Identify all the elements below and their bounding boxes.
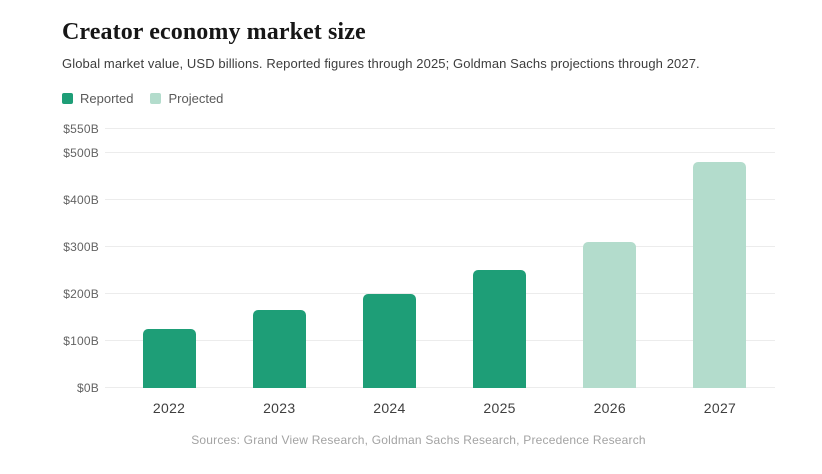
- legend-item-projected: Projected: [150, 91, 223, 106]
- bar-slot-2022: [114, 129, 224, 388]
- bar-2027-projected: [693, 161, 747, 388]
- y-tick-label-400: $400B: [63, 192, 99, 207]
- y-tick-label-100: $100B: [63, 333, 99, 348]
- x-axis-labels: 2022 2023 2024 2025 2026 2027: [114, 400, 775, 416]
- x-tick-label-2024: 2024: [373, 400, 406, 416]
- bar-slot-2025: [445, 129, 555, 388]
- gridline-550: [105, 128, 775, 129]
- bar-chart: $0B $100B $200B $300B $400B $500B $550B: [62, 122, 775, 395]
- x-tick-label-2026: 2026: [593, 400, 626, 416]
- page-title: Creator economy market size: [62, 19, 366, 45]
- legend-label-projected: Projected: [168, 91, 224, 106]
- y-tick-label-300: $300B: [63, 239, 99, 254]
- legend-swatch-reported: [62, 93, 73, 104]
- bar-slot-2024: [334, 129, 444, 388]
- legend-label-reported: Reported: [80, 91, 134, 106]
- y-tick-label-550: $550B: [63, 122, 99, 136]
- x-tick-label-2022: 2022: [152, 400, 186, 416]
- legend-swatch-projected: [150, 93, 162, 104]
- gridline-200: [105, 292, 775, 294]
- y-tick-label-0: $0B: [77, 381, 99, 395]
- gridline-400: [105, 198, 775, 200]
- gridline-0: [105, 387, 775, 388]
- gridline-500: [105, 151, 775, 153]
- bar-2025-reported: [473, 270, 527, 388]
- bar-2026-projected: [583, 242, 637, 388]
- y-tick-label-500: $500B: [63, 145, 99, 160]
- bar-slot-2026: [555, 129, 665, 388]
- x-tick-label-2025: 2025: [483, 400, 516, 416]
- gridline-300: [105, 245, 775, 247]
- x-tick-label-2023: 2023: [263, 400, 296, 416]
- bar-2023-reported: [252, 310, 306, 388]
- chart-legend: Reported Projected: [62, 91, 775, 106]
- x-tick-label-2027: 2027: [703, 400, 737, 416]
- y-tick-label-200: $200B: [63, 286, 99, 301]
- bar-slot-2023: [224, 129, 334, 388]
- legend-item-reported: Reported: [62, 91, 133, 106]
- sources-note: Sources: Grand View Research, Goldman Sa…: [191, 433, 646, 447]
- bar-2022-reported: [142, 329, 196, 388]
- chart-subtitle: Global market value, USD billions. Repor…: [62, 56, 700, 71]
- gridline-100: [105, 339, 775, 341]
- bar-slot-2027: [665, 129, 775, 388]
- bar-2024-reported: [362, 293, 416, 388]
- bars: [114, 129, 775, 388]
